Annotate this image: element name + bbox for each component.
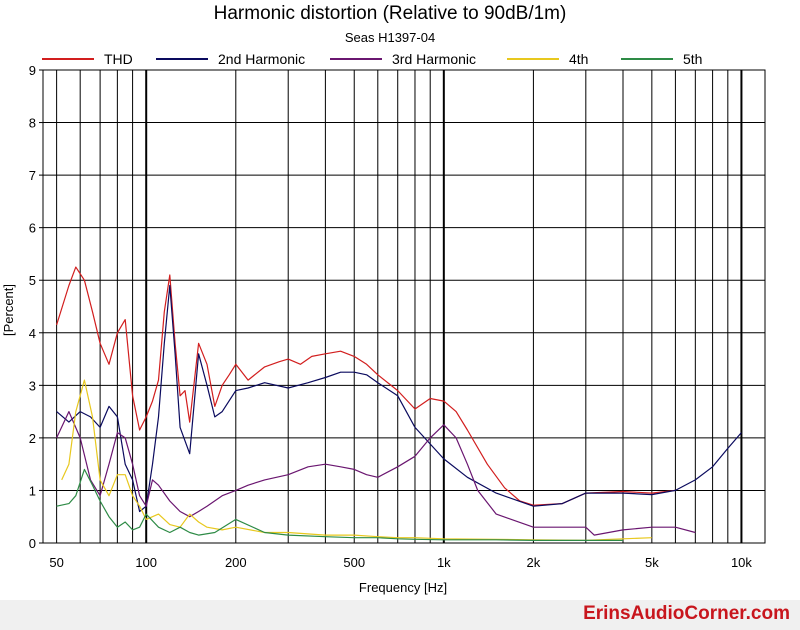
footer-band xyxy=(0,600,800,630)
y-tick-label: 6 xyxy=(29,221,36,236)
series-line-3rd-harmonic xyxy=(56,411,696,536)
y-tick-label: 2 xyxy=(29,431,36,446)
x-tick-label: 10k xyxy=(731,555,752,570)
x-tick-label: 500 xyxy=(343,555,365,570)
legend-label: 5th xyxy=(683,51,702,67)
y-tick-label: 4 xyxy=(29,326,36,341)
x-tick-label: 1k xyxy=(437,555,451,570)
legend-label: THD xyxy=(104,51,133,67)
series-line-5th xyxy=(56,468,623,542)
x-axis-ticks: 50 100 200 500 1k 2k 5k 10k xyxy=(49,555,752,570)
series-layer xyxy=(56,266,742,542)
chart-subtitle: Seas H1397-04 xyxy=(345,30,435,45)
legend: THD 2nd Harmonic 3rd Harmonic 4th 5th xyxy=(42,51,702,67)
x-axis-label: Frequency [Hz] xyxy=(359,580,447,595)
y-tick-label: 3 xyxy=(29,378,36,393)
x-tick-label: 2k xyxy=(527,555,541,570)
y-tick-label: 1 xyxy=(29,483,36,498)
x-tick-label: 200 xyxy=(225,555,247,570)
y-tick-label: 9 xyxy=(29,63,36,78)
chart-title: Harmonic distortion (Relative to 90dB/1m… xyxy=(214,3,567,24)
y-tick-label: 8 xyxy=(29,116,36,131)
legend-label: 2nd Harmonic xyxy=(218,51,305,67)
series-line-2nd-harmonic xyxy=(56,284,742,513)
legend-label: 3rd Harmonic xyxy=(392,51,476,67)
plot-frame xyxy=(42,69,766,544)
distortion-chart: Harmonic distortion (Relative to 90dB/1m… xyxy=(1,3,766,595)
y-axis-label: [Percent] xyxy=(1,284,16,336)
x-tick-label: 5k xyxy=(645,555,659,570)
series-line-thd xyxy=(56,266,676,506)
brand-watermark: ErinsAudioCorner.com xyxy=(583,603,790,624)
y-axis-ticks: 0 1 2 3 4 5 6 7 8 9 xyxy=(29,63,43,551)
x-tick-label: 100 xyxy=(135,555,157,570)
y-tick-label: 7 xyxy=(29,168,36,183)
legend-label: 4th xyxy=(569,51,588,67)
y-tick-label: 0 xyxy=(29,536,36,551)
x-tick-label: 50 xyxy=(49,555,63,570)
y-tick-label: 5 xyxy=(29,273,36,288)
series-line-4th xyxy=(61,379,652,542)
